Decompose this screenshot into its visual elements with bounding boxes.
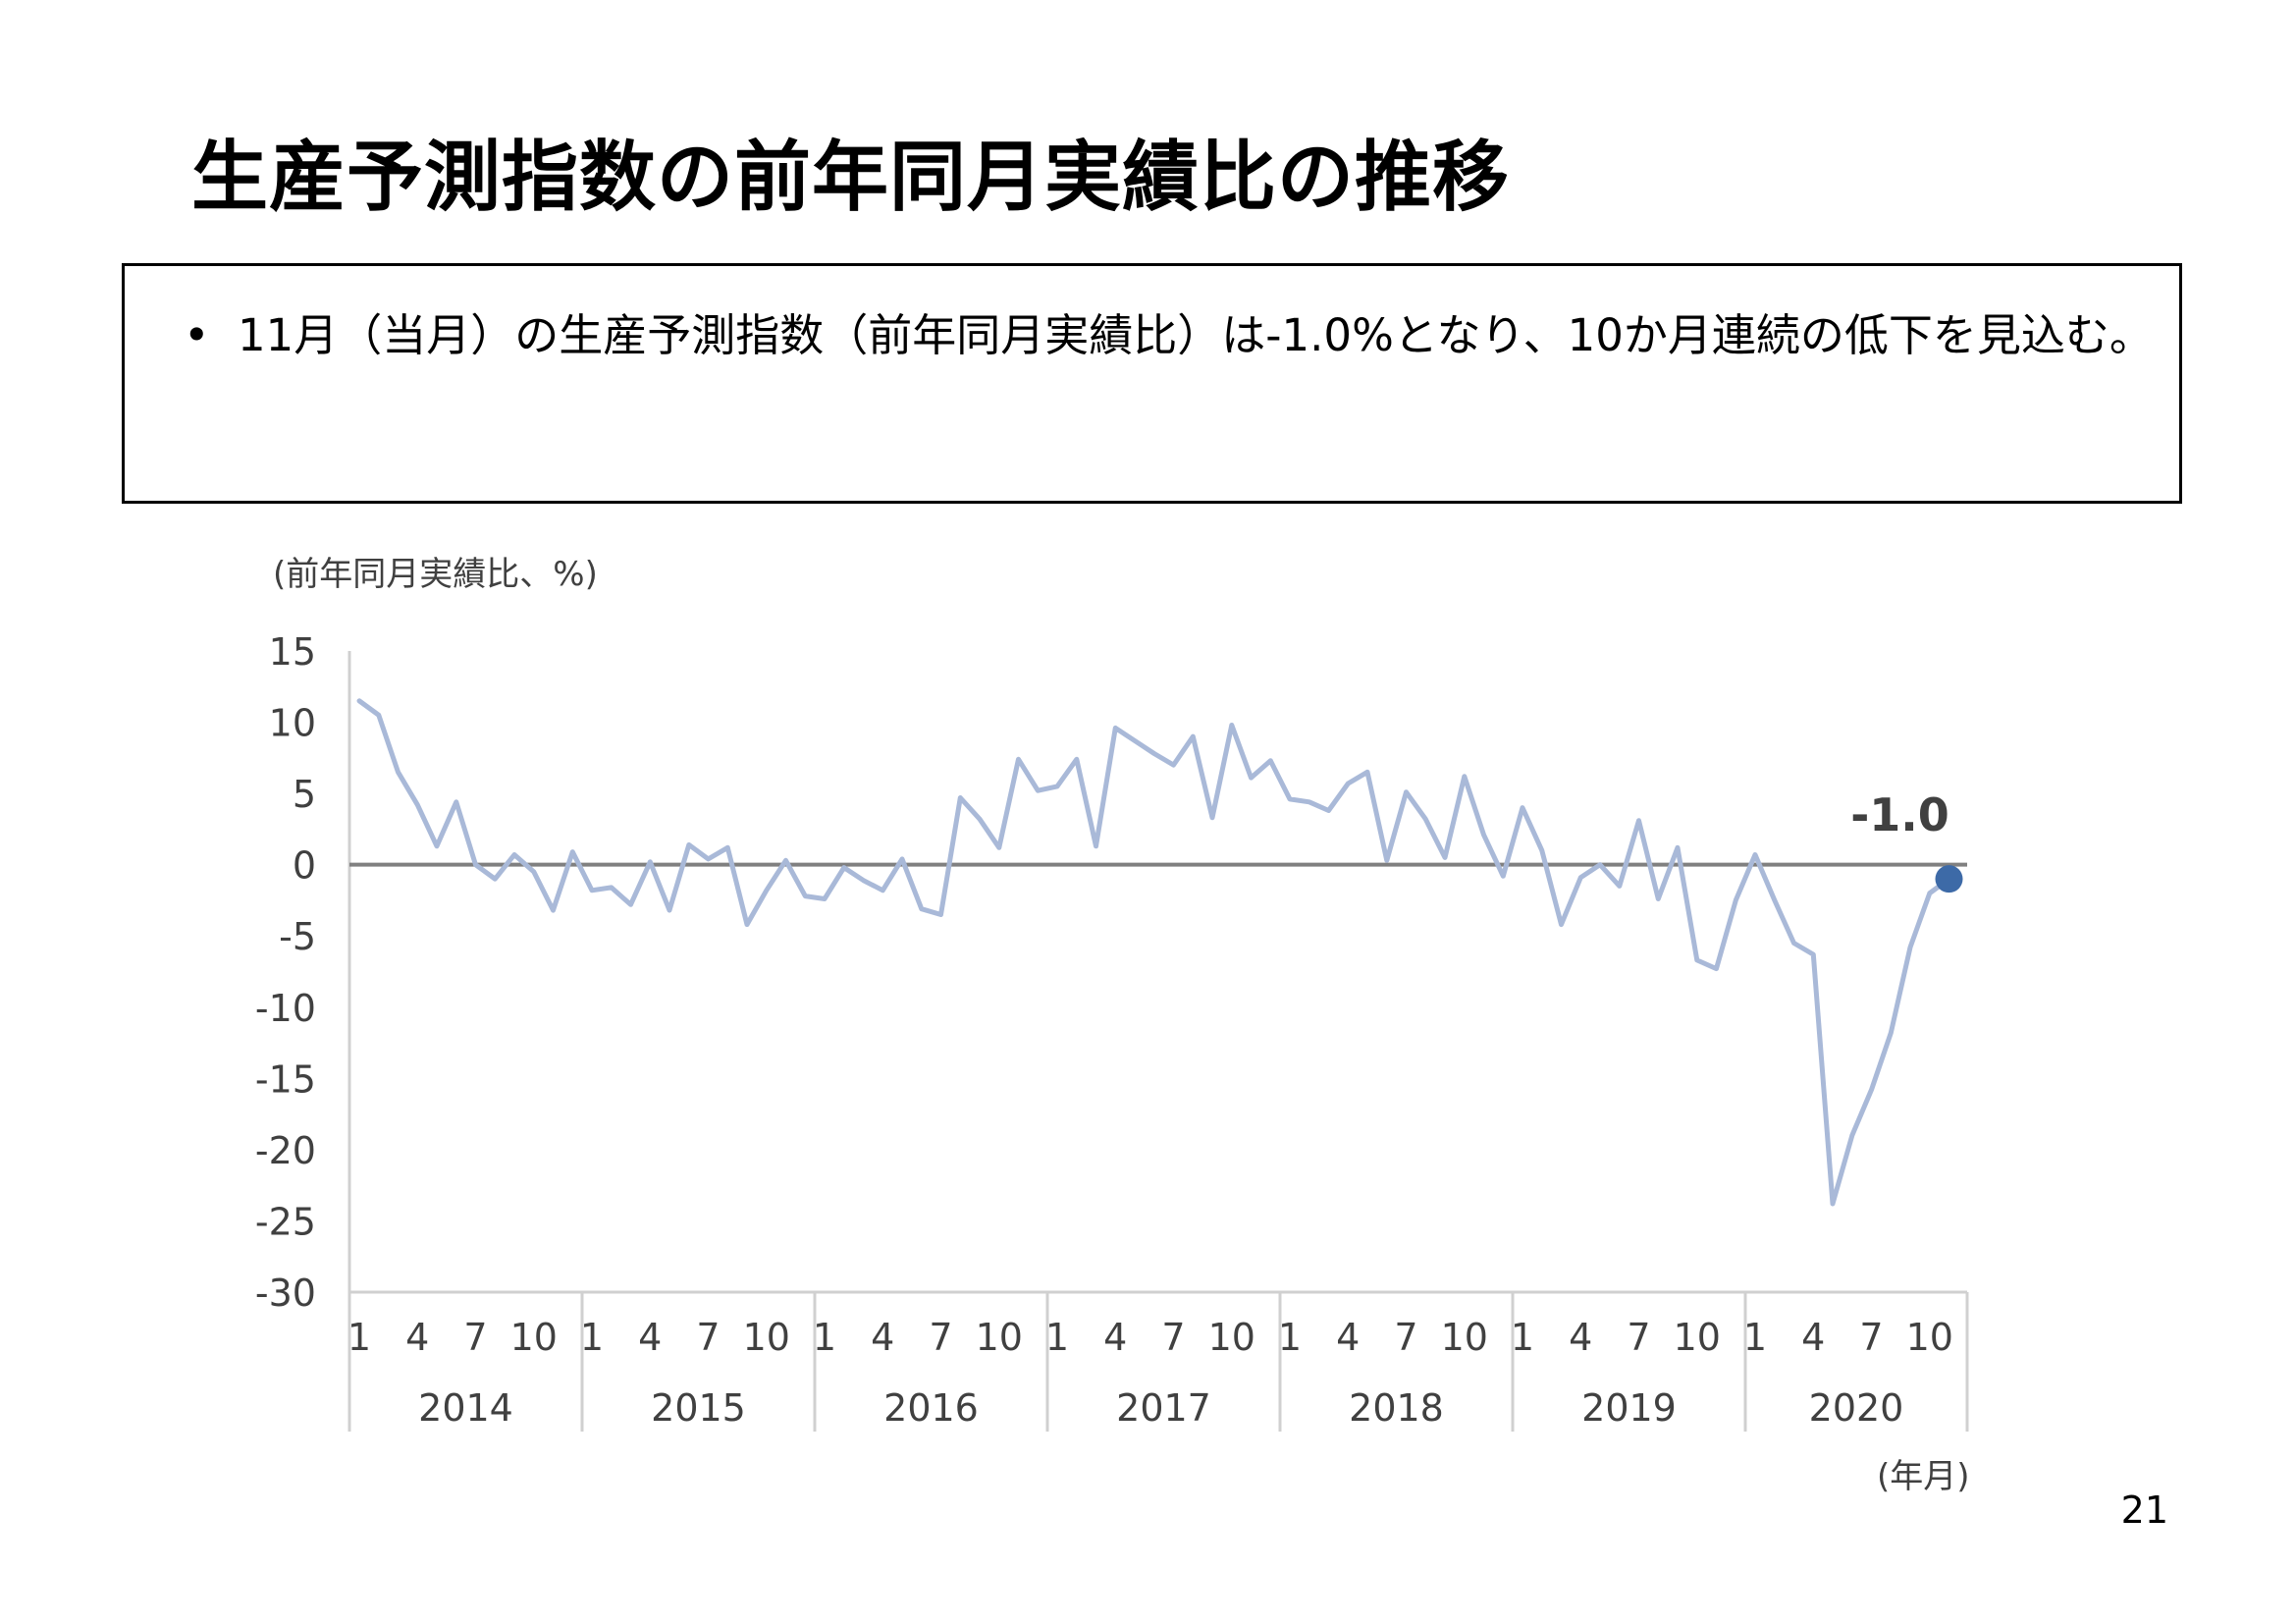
series-line bbox=[356, 698, 1951, 1207]
x-month-label: 1 bbox=[1511, 1316, 1534, 1359]
y-tick-label: -15 bbox=[255, 1057, 316, 1101]
y-tick-label: 0 bbox=[293, 844, 316, 888]
x-month-label: 4 bbox=[638, 1316, 662, 1359]
x-month-label: 10 bbox=[743, 1316, 790, 1359]
y-tick-label: -30 bbox=[255, 1272, 316, 1315]
x-month-label: 1 bbox=[1743, 1316, 1767, 1359]
x-month-label: 4 bbox=[871, 1316, 894, 1359]
x-month-label: 4 bbox=[1569, 1316, 1592, 1359]
x-month-label: 7 bbox=[696, 1316, 720, 1359]
x-month-label: 10 bbox=[1674, 1316, 1721, 1359]
y-axis-title: (前年同月実績比、%) bbox=[273, 555, 598, 594]
x-month-label: 1 bbox=[1045, 1316, 1069, 1359]
last-point-marker bbox=[1935, 865, 1963, 893]
summary-text: 11月（当月）の生産予測指数（前年同月実績比）は-1.0%となり、10か月連続の… bbox=[238, 309, 2154, 361]
y-tick-label: -20 bbox=[255, 1129, 316, 1172]
x-month-label: 10 bbox=[510, 1316, 558, 1359]
x-year-label: 2019 bbox=[1581, 1386, 1677, 1430]
x-month-label: 4 bbox=[1103, 1316, 1127, 1359]
summary-box: • 11月（当月）の生産予測指数（前年同月実績比）は-1.0%となり、10か月連… bbox=[122, 263, 2182, 504]
x-year-label: 2018 bbox=[1349, 1386, 1444, 1430]
x-month-label: 7 bbox=[463, 1316, 487, 1359]
x-month-label: 4 bbox=[405, 1316, 429, 1359]
x-month-label: 1 bbox=[580, 1316, 604, 1359]
x-month-label: 7 bbox=[1627, 1316, 1650, 1359]
x-month-label: 10 bbox=[1906, 1316, 1953, 1359]
y-tick-label: 15 bbox=[269, 630, 316, 674]
x-year-label: 2020 bbox=[1809, 1386, 1904, 1430]
x-month-label: 10 bbox=[1208, 1316, 1255, 1359]
x-month-label: 4 bbox=[1801, 1316, 1825, 1359]
last-value-label: -1.0 bbox=[1850, 788, 1949, 841]
y-tick-label: 5 bbox=[293, 773, 316, 816]
x-year-label: 2014 bbox=[418, 1386, 513, 1430]
y-tick-label: -5 bbox=[279, 915, 316, 958]
x-axis-title: (年月) bbox=[1877, 1457, 1970, 1496]
y-tick-label: 10 bbox=[269, 702, 316, 745]
x-year-label: 2017 bbox=[1116, 1386, 1211, 1430]
bullet-icon: • bbox=[184, 309, 210, 361]
page-title: 生産予測指数の前年同月実績比の推移 bbox=[191, 134, 1511, 222]
x-month-label: 10 bbox=[1441, 1316, 1488, 1359]
x-month-label: 7 bbox=[929, 1316, 952, 1359]
y-tick-label: -10 bbox=[255, 987, 316, 1030]
x-month-label: 1 bbox=[813, 1316, 836, 1359]
x-month-label: 7 bbox=[1161, 1316, 1185, 1359]
x-month-label: 7 bbox=[1859, 1316, 1883, 1359]
x-month-label: 1 bbox=[347, 1316, 371, 1359]
page-number: 21 bbox=[2120, 1489, 2168, 1532]
x-year-label: 2015 bbox=[651, 1386, 746, 1430]
y-tick-label: -25 bbox=[255, 1200, 316, 1243]
x-month-label: 1 bbox=[1278, 1316, 1302, 1359]
x-month-label: 10 bbox=[976, 1316, 1023, 1359]
x-month-label: 7 bbox=[1394, 1316, 1417, 1359]
x-year-label: 2016 bbox=[883, 1386, 979, 1430]
x-month-label: 4 bbox=[1336, 1316, 1360, 1359]
